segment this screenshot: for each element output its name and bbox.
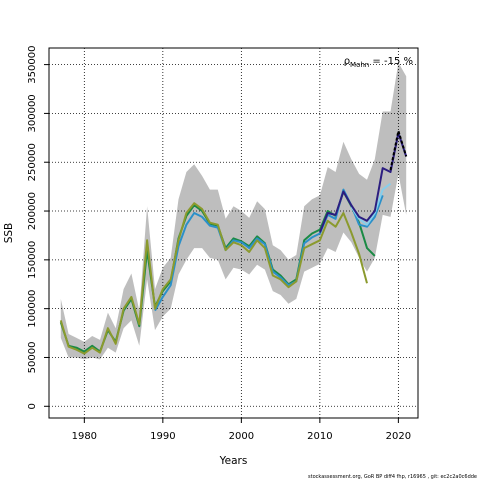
confidence-band [60,62,407,360]
y-tick-label: 0 [27,403,38,409]
plot-frame [48,47,419,419]
y-tick-label: 200000 [27,192,38,230]
x-tick-label: 1980 [72,431,97,442]
y-tick-label: 300000 [27,94,38,132]
series-line-4 [318,131,408,233]
mohn-rho-value: = -15 % [369,56,413,67]
series-line-5 [389,130,408,171]
y-tick-label: 100000 [27,290,38,328]
x-tick-label: 2020 [386,431,411,442]
y-tick-label: 250000 [27,143,38,181]
mohn-rho-symbol: ρ [344,56,350,67]
y-tick-label: 350000 [27,46,38,84]
confidence-band-layer [60,62,407,360]
series-line-6 [59,202,368,355]
series-line-3 [350,182,392,226]
y-tick-label: 150000 [27,241,38,279]
x-axis-label: Years [219,455,248,467]
mohn-rho-annotation: ρMohn = -15 % [344,56,413,69]
x-tick-label: 2010 [307,431,332,442]
x-tick-label: 1990 [150,431,175,442]
y-tick-label: 50000 [27,342,38,374]
footer-credit: stockassessment.org, GoR BP diff4 fhp, r… [308,474,477,480]
series-layer [59,130,408,355]
x-tick-label: 2000 [229,431,254,442]
y-axis-label: SSB [3,223,15,244]
axes-layer: 1980 1990 2000 2010 2020 0 50000 100000 150000 20… [27,46,411,442]
mohn-rho-subscript: Mohn [350,61,369,69]
